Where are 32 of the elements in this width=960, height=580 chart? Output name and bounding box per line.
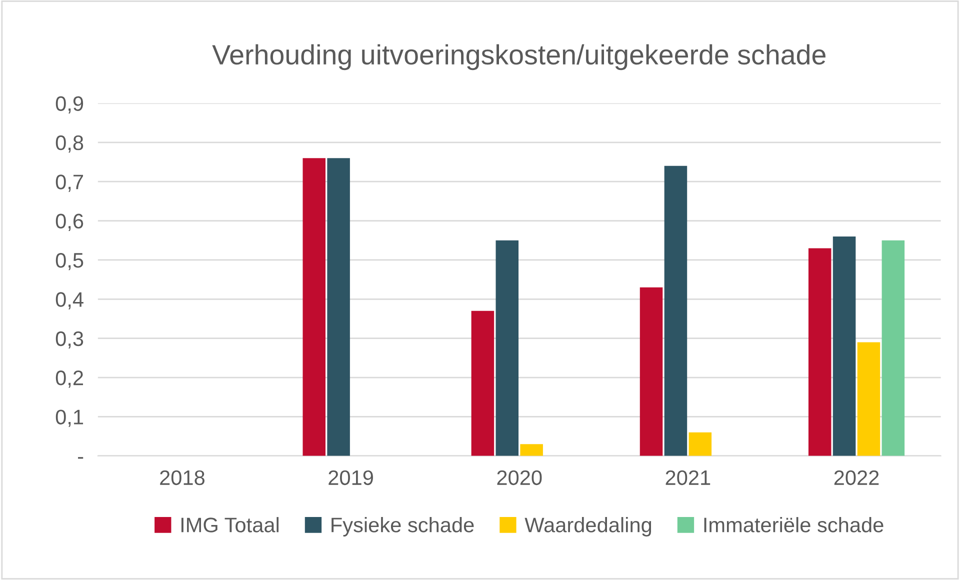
y-tick-label: 0,9 xyxy=(56,96,84,114)
x-tick-label: 2019 xyxy=(328,470,373,486)
bar xyxy=(520,444,543,456)
legend-label: Immateriële schade xyxy=(704,517,884,532)
bar xyxy=(327,158,350,456)
bar xyxy=(471,310,494,456)
bar xyxy=(640,287,663,456)
y-tick-label: 0,5 xyxy=(56,252,84,270)
bar xyxy=(496,240,519,456)
y-tick-label: 0,8 xyxy=(56,135,84,153)
y-tick-label: - xyxy=(78,457,84,459)
bar xyxy=(664,166,688,456)
chart-title: Verhouding uitvoeringskosten/uitgekeerde schade xyxy=(212,44,826,70)
x-tick-label: 2022 xyxy=(834,470,879,486)
bar xyxy=(302,158,326,456)
legend-label: Fysieke schade xyxy=(332,517,474,536)
bar xyxy=(808,248,832,456)
x-tick-label: 2021 xyxy=(666,470,710,486)
legend-label: Waardedaling xyxy=(524,517,652,536)
x-tick-label: 2020 xyxy=(497,470,542,486)
y-tick-label: 0,1 xyxy=(56,410,84,427)
bar xyxy=(857,342,880,456)
y-tick-label: 0,7 xyxy=(56,174,83,192)
bar xyxy=(688,432,712,456)
bar xyxy=(882,240,905,456)
y-tick-label: 0,2 xyxy=(56,370,83,388)
legend-label: IMG Totaal xyxy=(181,517,279,532)
bar xyxy=(832,236,856,456)
y-tick-label: 0,3 xyxy=(56,331,84,349)
x-tick-label: 2018 xyxy=(160,470,204,486)
y-tick-label: 0,4 xyxy=(56,292,84,310)
y-tick-label: 0,6 xyxy=(56,214,84,231)
